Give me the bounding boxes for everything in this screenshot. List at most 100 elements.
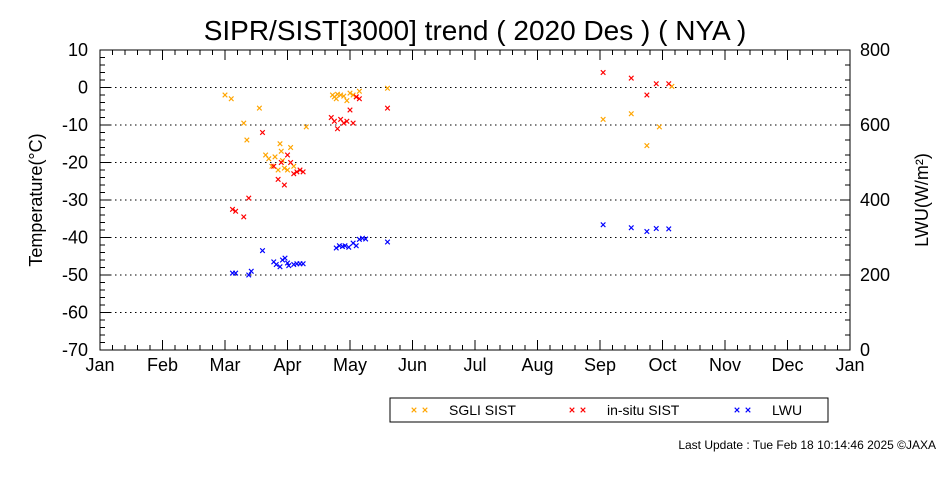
- point-lwu: [259, 247, 266, 254]
- point-lwu: [246, 272, 252, 278]
- legend-marker-sgli-sist: [422, 407, 428, 413]
- point-lwu-stroke-b: [342, 243, 348, 249]
- point-sgli-sist: [628, 111, 634, 117]
- point-lwu-stroke-b: [600, 222, 606, 228]
- y2-axis-title: LWU(W/m²): [912, 153, 932, 247]
- point-sgli-sist: [356, 88, 363, 94]
- legend-marker-lwu-stroke-b: [745, 407, 751, 413]
- point-in-situ-sist: [600, 69, 606, 76]
- point-in-situ-sist: [287, 159, 294, 166]
- point-sgli-sist-stroke-b: [341, 93, 347, 99]
- point-lwu: [644, 228, 650, 235]
- x-month-label: Nov: [709, 355, 741, 375]
- point-sgli-sist-stroke-b: [656, 124, 663, 130]
- point-lwu-stroke-b: [232, 270, 239, 276]
- legend: SGLI SIST in-situ SIST LWU: [389, 397, 829, 423]
- point-sgli-sist-stroke-b: [275, 167, 281, 173]
- point-in-situ-sist: [331, 118, 338, 124]
- legend-marker-sgli-sist-stroke-b: [411, 407, 417, 413]
- point-in-situ-sist-stroke-b: [241, 214, 247, 220]
- y2-tick-label: 200: [860, 265, 890, 285]
- x-month-label: Dec: [771, 355, 803, 375]
- point-sgli-sist: [272, 154, 278, 160]
- point-sgli-sist: [269, 163, 275, 169]
- x-month-label: Jan: [85, 355, 114, 375]
- legend-label-lwu: LWU: [772, 402, 802, 418]
- point-lwu-stroke-b: [284, 260, 291, 266]
- point-in-situ-sist: [278, 159, 284, 166]
- point-lwu: [300, 261, 306, 267]
- point-lwu: [286, 262, 292, 269]
- point-lwu: [342, 243, 348, 249]
- point-in-situ-sist: [356, 96, 363, 102]
- point-sgli-sist: [600, 116, 606, 123]
- point-in-situ-sist-stroke-b: [232, 208, 239, 214]
- point-in-situ-sist: [271, 163, 277, 169]
- point-sgli-sist-stroke-b: [303, 124, 309, 130]
- legend-marker-in-situ-sist-stroke-b: [580, 407, 586, 413]
- legend-label-sgli-sist: SGLI SIST: [449, 402, 516, 418]
- point-lwu: [666, 226, 672, 232]
- point-sgli-sist: [344, 97, 350, 104]
- point-lwu: [346, 244, 352, 250]
- point-sgli-sist-stroke-b: [287, 144, 294, 151]
- point-lwu-stroke-b: [273, 261, 279, 268]
- point-lwu: [284, 260, 291, 266]
- point-in-situ-sist-stroke-b: [341, 120, 347, 126]
- point-lwu: [333, 245, 339, 251]
- point-in-situ-sist: [284, 152, 291, 158]
- point-lwu: [248, 268, 254, 274]
- x-month-label: Jan: [835, 355, 864, 375]
- point-sgli-sist: [277, 141, 283, 147]
- y-axis-tick-labels: 10 0 -10 -20 -30 -40 -50 -60 -70: [62, 40, 88, 360]
- x-month-label: Jul: [463, 355, 486, 375]
- y-tick-label: -30: [62, 190, 88, 210]
- point-sgli-sist-stroke-b: [644, 142, 650, 149]
- point-sgli-sist: [644, 142, 650, 149]
- point-sgli-sist: [278, 148, 284, 154]
- point-in-situ-sist-stroke-b: [287, 159, 294, 166]
- point-lwu: [384, 239, 391, 245]
- point-sgli-sist-stroke-b: [281, 165, 288, 171]
- point-sgli-sist-stroke-b: [384, 85, 391, 91]
- point-lwu-stroke-b: [248, 268, 254, 274]
- point-in-situ-sist-stroke-b: [600, 69, 606, 76]
- point-in-situ-sist-stroke-b: [300, 169, 306, 175]
- point-in-situ-sist-stroke-b: [337, 116, 344, 123]
- point-in-situ-sist-stroke-b: [350, 120, 356, 126]
- point-sgli-sist-stroke-b: [278, 148, 284, 154]
- point-in-situ-sist-stroke-b: [229, 206, 236, 213]
- point-in-situ-sist-stroke-b: [644, 92, 650, 98]
- point-sgli-sist: [244, 137, 250, 143]
- point-lwu-stroke-b: [277, 264, 283, 270]
- legend-marker-lwu: [745, 407, 751, 413]
- point-in-situ-sist: [275, 176, 281, 183]
- point-in-situ-sist: [628, 75, 634, 81]
- point-in-situ-sist: [653, 81, 659, 87]
- legend-marker-sgli-sist-stroke-b: [422, 407, 428, 413]
- legend-marker-sgli-sist: [411, 407, 417, 413]
- y-tick-label: 0: [78, 78, 88, 98]
- point-lwu-stroke-b: [259, 247, 266, 254]
- point-in-situ-sist: [353, 94, 359, 100]
- point-in-situ-sist-stroke-b: [281, 182, 288, 188]
- y2-tick-label: 800: [860, 40, 890, 60]
- point-sgli-sist-stroke-b: [291, 163, 297, 169]
- point-lwu-stroke-b: [286, 262, 292, 269]
- point-in-situ-sist-stroke-b: [271, 163, 277, 169]
- point-sgli-sist-stroke-b: [266, 156, 272, 162]
- point-in-situ-sist: [334, 126, 341, 132]
- x-month-label: Oct: [648, 355, 676, 375]
- point-sgli-sist: [341, 93, 347, 99]
- point-in-situ-sist-stroke-b: [284, 152, 291, 158]
- point-sgli-sist-stroke-b: [669, 83, 675, 90]
- y2-tick-label: 600: [860, 115, 890, 135]
- point-lwu-stroke-b: [346, 244, 352, 250]
- point-sgli-sist-stroke-b: [600, 116, 606, 123]
- point-in-situ-sist-stroke-b: [297, 167, 303, 173]
- y-tick-label: -40: [62, 228, 88, 248]
- chart-title: SIPR/SIST[3000] trend ( 2020 Des ) ( NYA…: [204, 15, 747, 46]
- point-lwu-stroke-b: [356, 236, 363, 243]
- point-in-situ-sist-stroke-b: [259, 129, 266, 136]
